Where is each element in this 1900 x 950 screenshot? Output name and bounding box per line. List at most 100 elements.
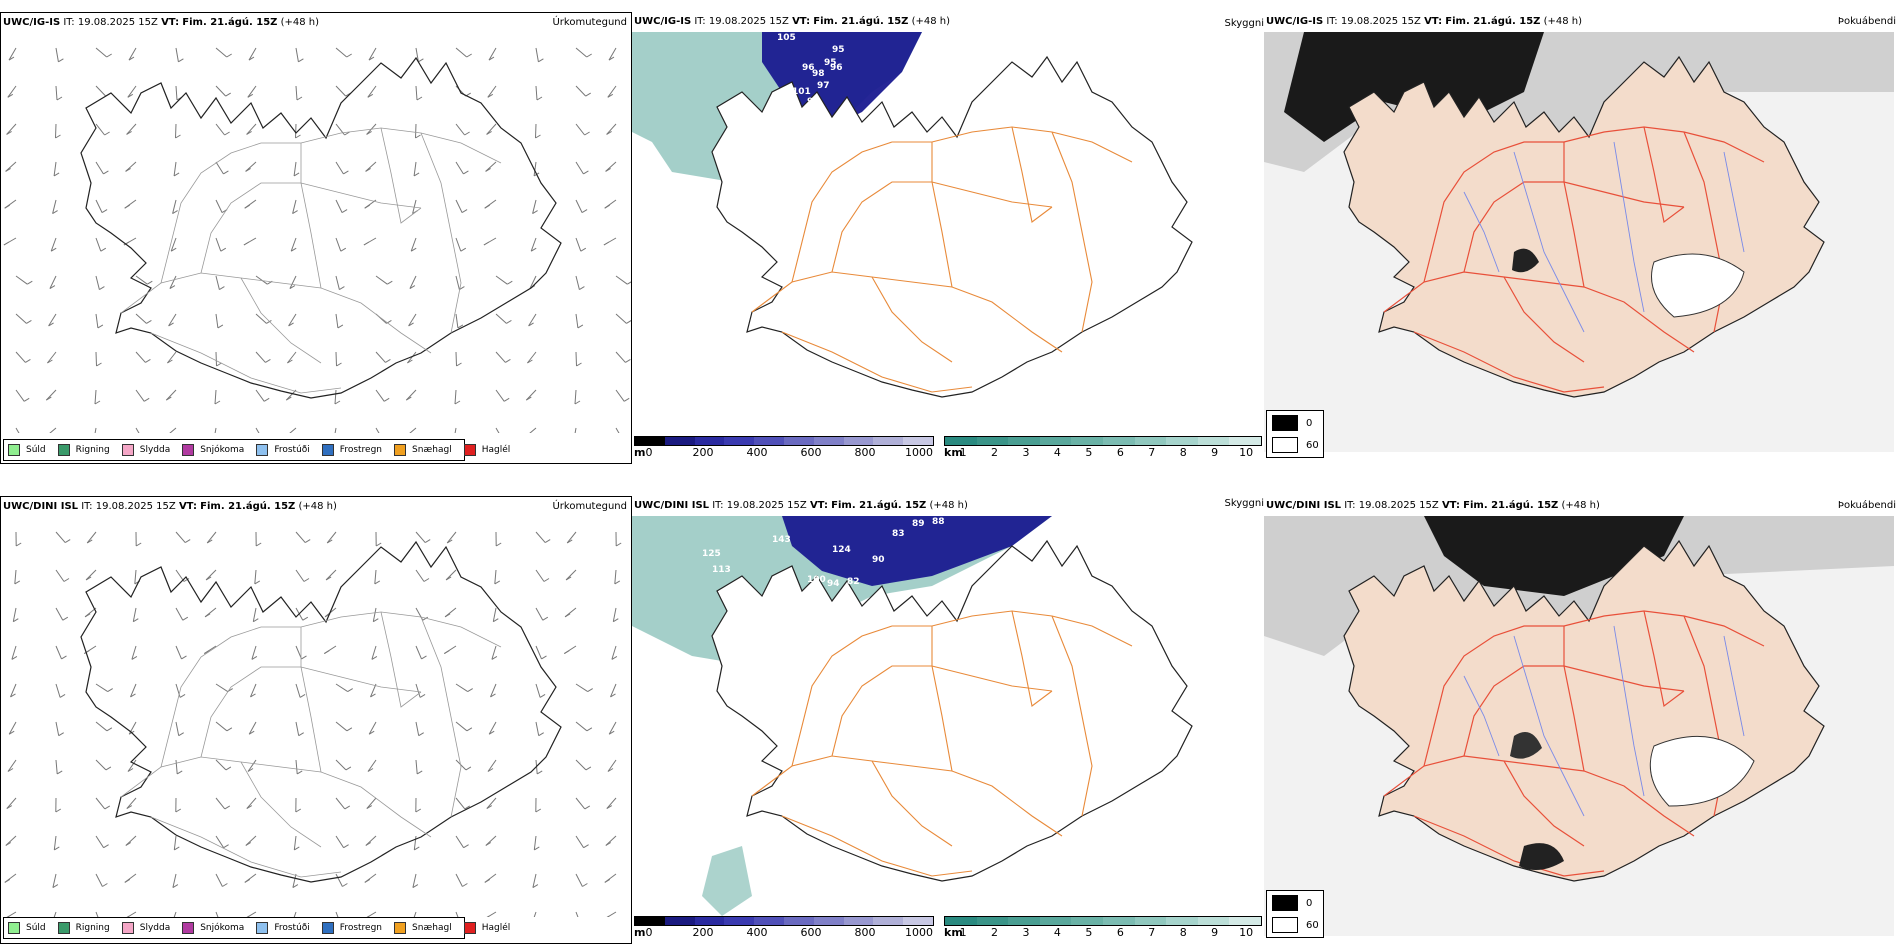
wind-barb-flag bbox=[296, 770, 303, 775]
fog-legend-item: 0 bbox=[1272, 415, 1312, 431]
legend-label: Slydda bbox=[139, 923, 171, 933]
legend-swatch bbox=[1272, 415, 1298, 431]
wind-barb bbox=[527, 351, 537, 364]
wind-barb-flag bbox=[527, 359, 533, 364]
wind-barb bbox=[575, 313, 579, 328]
wind-barb bbox=[15, 313, 27, 324]
precip-legend-item: Rigning bbox=[57, 922, 110, 934]
wind-barb bbox=[409, 275, 417, 289]
height-scale: m 0 200 400 600 800 1000 bbox=[634, 436, 934, 460]
legend-label: Frostúði bbox=[274, 445, 310, 455]
wind-barb bbox=[215, 351, 217, 367]
wind-barb-flag bbox=[607, 93, 614, 98]
wind-barb bbox=[6, 911, 17, 917]
wind-barb bbox=[14, 569, 17, 584]
wind-barb bbox=[215, 85, 227, 97]
wind-barb-flag bbox=[55, 808, 62, 813]
wind-barb-flag bbox=[298, 58, 304, 63]
wind-barb bbox=[289, 427, 297, 433]
wind-barb bbox=[455, 351, 457, 367]
wind-barb bbox=[454, 427, 457, 433]
wind-barb-flag bbox=[225, 766, 232, 771]
wind-barb-flag bbox=[104, 805, 111, 810]
scale-tick-label: 7 bbox=[1148, 926, 1156, 939]
visibility-value-label: 90 bbox=[872, 555, 885, 565]
wind-barb-flag bbox=[84, 613, 91, 618]
scale-tick-label: 600 bbox=[800, 926, 822, 939]
fog-panel-igis: UWC/IG-IS IT: 19.08.2025 15Z VT: Fim. 21… bbox=[1264, 12, 1900, 464]
wind-barb-flag bbox=[444, 650, 450, 655]
wind-barb bbox=[335, 199, 343, 213]
wind-barb bbox=[415, 531, 426, 543]
wind-barb-flag bbox=[299, 693, 306, 698]
visibility-value-label: 100 bbox=[807, 575, 826, 585]
scale-tick-label: 1 bbox=[959, 926, 967, 939]
wind-barb-flag bbox=[414, 846, 420, 851]
wind-barb bbox=[170, 237, 177, 252]
wind-barb-flag bbox=[103, 844, 109, 849]
wind-barb-flag bbox=[173, 172, 180, 177]
wind-barb-flag bbox=[102, 883, 108, 887]
precip-legend-item: Snæhagl bbox=[394, 922, 452, 934]
wind-barb bbox=[134, 569, 137, 584]
road-line bbox=[751, 755, 1063, 837]
legend-label: Haglél bbox=[481, 923, 511, 933]
legend-label: Snjókoma bbox=[200, 445, 245, 455]
wind-barb bbox=[494, 569, 497, 584]
road-line bbox=[120, 272, 432, 354]
wind-barb-flag bbox=[365, 167, 371, 172]
legend-swatch bbox=[121, 444, 134, 456]
wind-barb-flag bbox=[454, 400, 461, 405]
wind-barb bbox=[529, 427, 537, 433]
river-line bbox=[1463, 675, 1500, 757]
wind-barb-flag bbox=[416, 770, 423, 775]
wind-barb-flag bbox=[585, 92, 591, 97]
wind-barb-flag bbox=[490, 693, 496, 698]
precip-legend-item: Slydda bbox=[121, 444, 170, 456]
visibility-value-label: 74 bbox=[882, 225, 895, 235]
wind-barb-flag bbox=[344, 805, 351, 810]
road-line bbox=[871, 760, 953, 847]
wind-barb bbox=[95, 275, 100, 290]
wind-barb bbox=[606, 797, 617, 809]
road-line bbox=[1051, 615, 1093, 817]
wind-barb bbox=[455, 161, 464, 175]
wind-barb bbox=[326, 531, 337, 544]
wind-barb bbox=[488, 47, 497, 61]
wind-barb-flag bbox=[538, 732, 544, 737]
road-line bbox=[831, 665, 1053, 757]
wind-barb-flag bbox=[413, 172, 420, 177]
scale-swatch bbox=[1166, 917, 1198, 925]
wind-barb bbox=[55, 721, 60, 736]
wind-barb-flag bbox=[580, 247, 587, 252]
wind-barb-flag bbox=[62, 616, 69, 621]
wind-barb bbox=[293, 835, 297, 850]
wind-barb bbox=[173, 161, 177, 176]
wind-barb bbox=[335, 47, 348, 58]
scale-swatch bbox=[843, 917, 874, 925]
wind-barb bbox=[52, 199, 57, 214]
wind-barb-flag bbox=[343, 844, 349, 849]
wind-barb-flag bbox=[14, 580, 21, 585]
wind-barb bbox=[575, 237, 582, 252]
wind-barb bbox=[95, 721, 108, 732]
wind-barb bbox=[325, 569, 337, 581]
wind-barb-flag bbox=[302, 616, 309, 621]
wind-barb bbox=[575, 873, 583, 887]
wind-barb-flag bbox=[7, 93, 14, 98]
wind-barb bbox=[135, 389, 145, 402]
legend-label: Frostregn bbox=[339, 923, 383, 933]
wind-barb bbox=[251, 645, 257, 660]
legend-label: 60 bbox=[1306, 439, 1319, 451]
wind-barb-flag bbox=[182, 616, 189, 621]
wind-barb bbox=[368, 47, 377, 61]
wind-barb bbox=[55, 645, 62, 660]
wind-barb-flag bbox=[408, 322, 414, 327]
wind-barb bbox=[532, 873, 537, 888]
wind-barb bbox=[574, 427, 577, 433]
wind-barb-flag bbox=[577, 324, 584, 329]
precip-legend-item: Frostúði bbox=[256, 922, 310, 934]
wind-barb bbox=[215, 313, 219, 328]
scale-swatch bbox=[976, 917, 1009, 925]
